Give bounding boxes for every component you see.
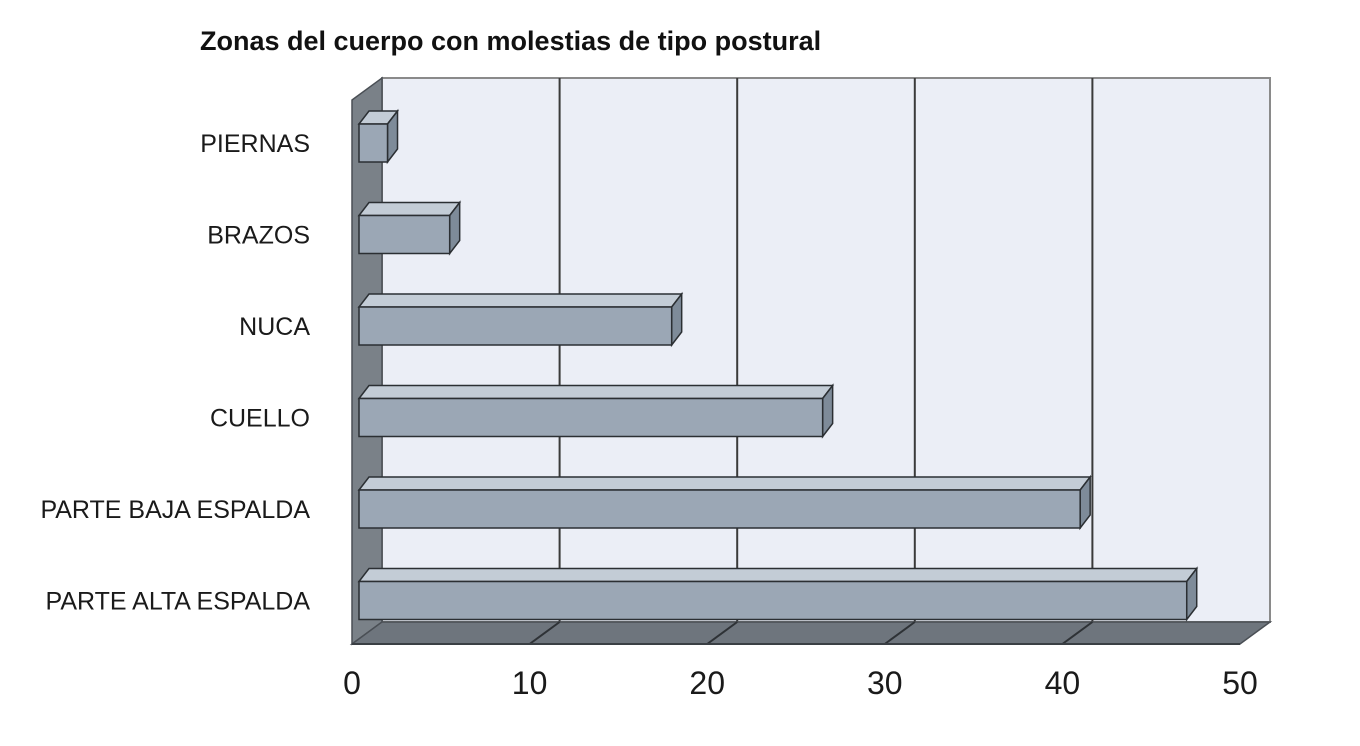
tick-labels: 0 10 20 30 40 50: [343, 665, 1258, 701]
bar-front: [358, 123, 389, 163]
chart-title: Zonas del cuerpo con molestias de tipo p…: [200, 26, 822, 56]
left-wall-face: [351, 76, 383, 646]
x-tick-label: 50: [1222, 665, 1258, 701]
floor: [349, 621, 1273, 645]
bar-front: [358, 214, 451, 255]
gridlines: [558, 78, 1094, 622]
category-label: PARTE ALTA ESPALDA: [46, 588, 311, 616]
category-label: BRAZOS: [207, 222, 310, 250]
bars: [357, 108, 1199, 622]
bar-front: [358, 489, 1081, 529]
bar: [357, 200, 462, 256]
bar-top: [357, 293, 684, 308]
bar-top: [357, 201, 462, 217]
bar: [357, 566, 1199, 622]
category-label: NUCA: [239, 313, 310, 341]
x-tick-label: 10: [512, 665, 548, 701]
bar: [357, 108, 400, 165]
floor-gridline: [706, 621, 738, 645]
bar: [357, 474, 1092, 531]
bar-top: [357, 476, 1092, 491]
bar-front: [358, 306, 673, 346]
bar-front: [358, 397, 824, 438]
category-label: PARTE BAJA ESPALDA: [40, 496, 310, 524]
x-tick-label: 30: [867, 665, 903, 701]
x-tick-label: 20: [689, 665, 725, 701]
bar-top: [357, 384, 835, 400]
plot-background: [381, 77, 1271, 623]
plot-back-wall: [381, 77, 1271, 623]
floor-gridline: [1061, 621, 1093, 645]
category-labels: PIERNAS BRAZOS NUCA CUELLO PARTE BAJA ESPALD…: [40, 130, 310, 616]
floor-gridline: [529, 621, 561, 645]
bar-top: [357, 567, 1199, 583]
bar: [357, 291, 684, 348]
category-label: CUELLO: [210, 405, 310, 433]
left-wall: [351, 76, 383, 646]
x-tick-label: 40: [1045, 665, 1081, 701]
floor-gridline: [884, 621, 916, 645]
x-tick-label: 0: [343, 665, 361, 701]
floor-face: [349, 621, 1273, 645]
bar: [357, 383, 835, 439]
category-label: PIERNAS: [200, 130, 310, 158]
bar-front: [358, 580, 1188, 621]
